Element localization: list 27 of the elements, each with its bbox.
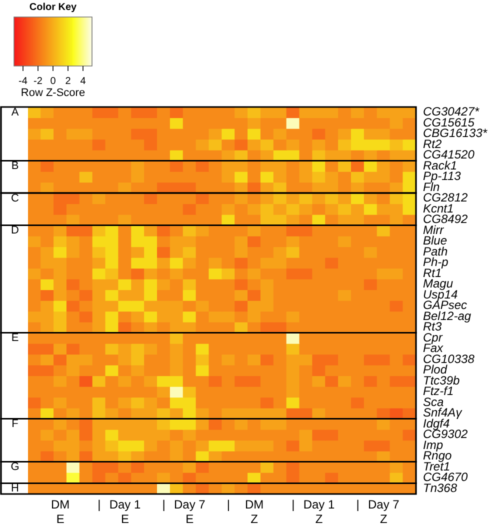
y2-tick-label: E xyxy=(11,332,19,344)
color-bar-label: -4 xyxy=(18,76,28,87)
y2-tick-label: G xyxy=(10,461,20,474)
x-tick-label: DM E xyxy=(50,498,70,526)
color-bar-label: 2 xyxy=(65,76,72,87)
x-tick-label: DM Z xyxy=(244,498,264,526)
x-tick-label: Day 1 E xyxy=(109,498,141,526)
y-tick-label: Imp xyxy=(423,438,444,452)
x-tick-label: | xyxy=(356,498,360,512)
y2-tick-label: H xyxy=(11,482,20,495)
x-tick-label: Day 7 Z xyxy=(368,498,400,526)
y2-tick-label: D xyxy=(11,224,20,237)
x-tick-label: | xyxy=(98,498,101,512)
y2-tick-label: C xyxy=(11,192,20,204)
x-tick-label: Day 7 E xyxy=(174,498,206,526)
color-bar-label: 4 xyxy=(80,76,86,87)
y2-tick-label: A xyxy=(11,106,20,118)
color-bar-title: Row Z-Score xyxy=(20,87,86,100)
color-bar-label: -2 xyxy=(34,76,43,87)
x-tick-label: | xyxy=(162,498,166,512)
y2-tick-label: B xyxy=(11,160,19,172)
x-tick-label: | xyxy=(292,498,295,512)
legend-title: Color Key xyxy=(29,2,78,13)
color-bar-label: 0 xyxy=(50,76,56,87)
x-tick-label: | xyxy=(226,498,230,512)
y2-tick-label: F xyxy=(12,418,19,430)
x-tick-label: Day 1 Z xyxy=(303,498,335,526)
